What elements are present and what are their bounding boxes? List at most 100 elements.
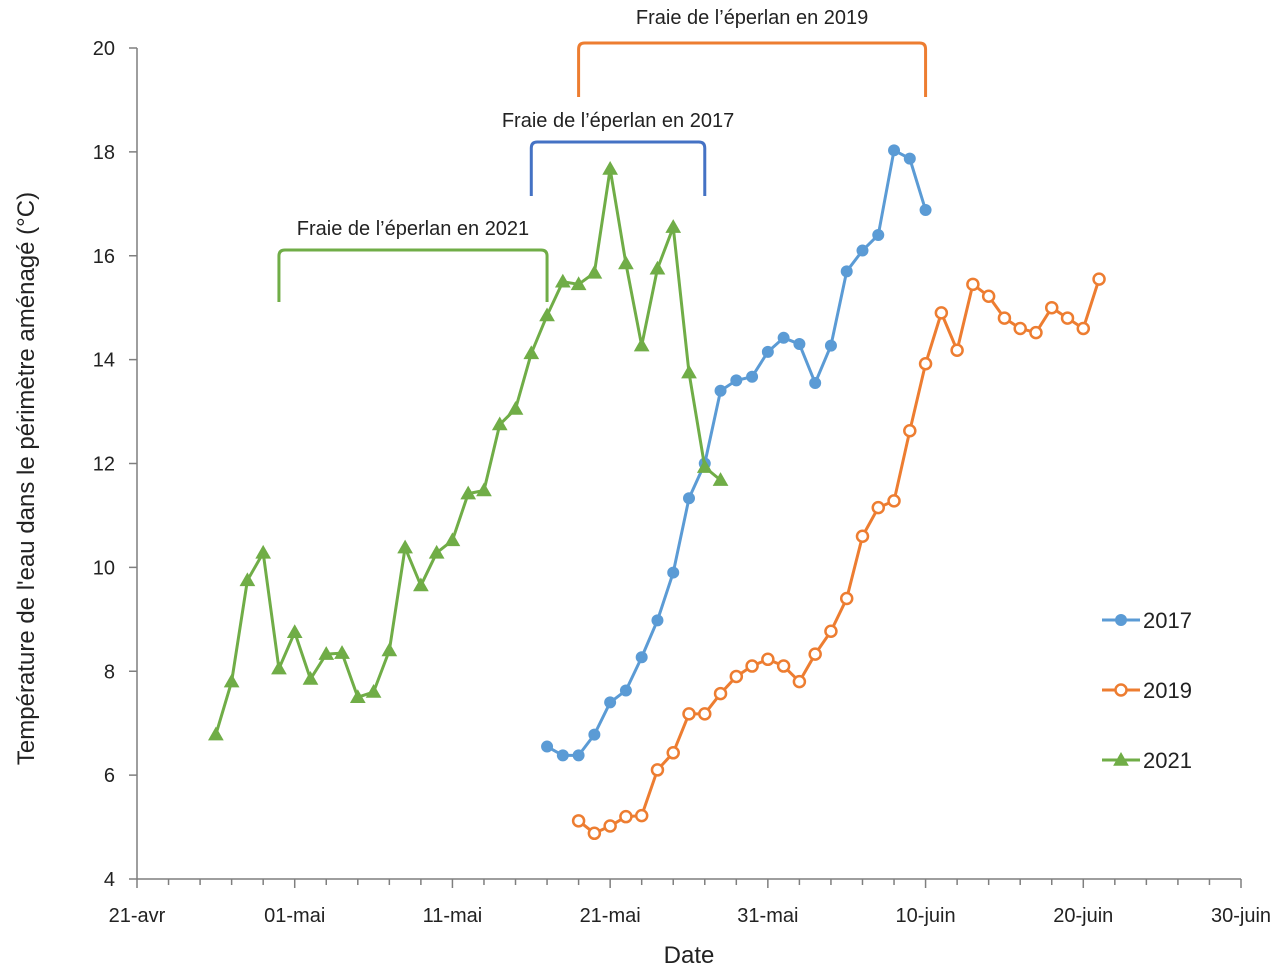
x-ticks: 21-avr 01-mai 11-mai 21-mai 31-mai 10-juin 20-…	[109, 879, 1271, 927]
data-point	[872, 228, 885, 241]
data-point	[887, 494, 901, 508]
data-point	[207, 726, 224, 741]
data-point	[650, 763, 665, 777]
data-point	[523, 345, 540, 360]
data-point	[571, 814, 586, 828]
data-point	[730, 374, 743, 387]
data-point	[761, 345, 774, 358]
data-point	[729, 669, 744, 684]
data-point	[714, 384, 727, 397]
data-point	[918, 357, 933, 371]
y-tick-label: 6	[104, 765, 115, 787]
data-point	[981, 289, 996, 304]
data-point	[413, 577, 429, 592]
legend-item-2017: 2017	[1102, 608, 1192, 633]
data-point	[698, 707, 712, 721]
data-point	[934, 306, 949, 320]
data-point	[1092, 272, 1106, 286]
data-point	[824, 339, 837, 352]
annotation-bracket	[277, 248, 549, 302]
data-point	[713, 686, 728, 701]
annotation-label: Fraie de l’éperlan en 2017	[502, 110, 734, 132]
data-point	[318, 646, 335, 660]
data-point	[1029, 325, 1043, 340]
annotation-label: Fraie de l’éperlan en 2019	[636, 7, 868, 29]
data-point	[635, 651, 648, 664]
x-tick-label: 31-mai	[737, 905, 798, 927]
data-point	[856, 244, 869, 257]
axes	[136, 48, 1241, 880]
data-point	[507, 400, 524, 415]
data-point	[603, 819, 617, 833]
data-point	[667, 566, 680, 579]
data-point	[444, 532, 461, 547]
data-point	[1044, 300, 1059, 315]
data-point	[919, 204, 932, 217]
data-point	[681, 364, 697, 379]
data-point	[903, 152, 916, 165]
annotation-label: Fraie de l’éperlan en 2021	[297, 218, 529, 240]
y-tick-label: 12	[93, 454, 115, 476]
x-tick-label: 21-mai	[580, 905, 641, 927]
x-tick-label: 01-mai	[264, 905, 325, 927]
data-point	[888, 144, 901, 157]
data-point	[776, 659, 791, 673]
x-tick-label: 11-mai	[423, 905, 483, 927]
series-2019	[571, 272, 1106, 841]
data-point	[682, 707, 696, 721]
y-tick-label: 16	[93, 246, 115, 268]
data-point	[586, 264, 603, 279]
data-point	[950, 343, 964, 358]
data-point	[271, 660, 287, 675]
data-point	[255, 544, 272, 559]
x-tick-label: 21-avr	[109, 905, 166, 927]
data-point	[397, 539, 413, 554]
data-point	[808, 647, 822, 661]
data-point	[619, 809, 633, 824]
data-series	[207, 144, 1106, 841]
y-tick-label: 14	[93, 350, 115, 372]
legend-item-2021: 2021	[1102, 748, 1192, 773]
data-point	[619, 684, 632, 697]
data-point	[809, 376, 822, 389]
data-point	[666, 746, 680, 760]
x-axis-title: Date	[664, 942, 715, 969]
data-point	[1114, 683, 1128, 697]
data-point	[871, 500, 886, 515]
legend-label: 2021	[1143, 748, 1192, 773]
data-point	[1013, 321, 1027, 336]
data-point	[239, 572, 256, 587]
y-tick-label: 8	[104, 661, 115, 683]
y-axis-title: Température de l'eau dans le périmètre a…	[13, 192, 40, 765]
data-point	[541, 740, 554, 753]
data-point	[554, 273, 571, 288]
series-2021	[207, 161, 729, 741]
data-point	[761, 652, 775, 667]
data-point	[633, 337, 650, 352]
data-point	[476, 482, 492, 497]
y-tick-label: 4	[104, 869, 115, 891]
data-point	[428, 544, 445, 559]
data-point	[665, 219, 682, 233]
data-point	[696, 459, 713, 473]
data-point	[570, 276, 587, 291]
data-point	[491, 416, 508, 431]
y-tick-label: 20	[93, 38, 115, 60]
y-tick-label: 18	[93, 142, 115, 164]
legend: 2017 2019 2021	[1102, 608, 1192, 773]
data-point	[745, 659, 759, 673]
series-2017	[541, 144, 932, 762]
data-point	[587, 826, 602, 841]
data-point	[903, 424, 917, 438]
data-point	[381, 642, 398, 657]
x-tick-label: 30-juin	[1211, 905, 1271, 927]
data-point	[618, 255, 634, 270]
data-point	[839, 591, 854, 606]
data-point	[777, 331, 790, 344]
data-point	[683, 492, 695, 505]
annotation-bracket	[577, 41, 928, 97]
data-point	[1115, 614, 1127, 626]
data-point	[302, 671, 319, 685]
legend-label: 2017	[1143, 608, 1192, 633]
